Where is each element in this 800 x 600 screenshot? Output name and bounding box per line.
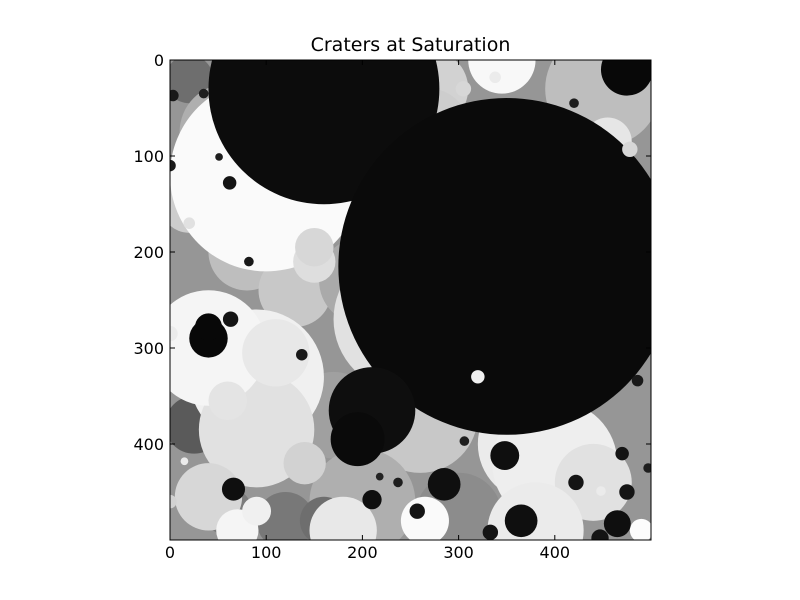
crater-25 (242, 319, 310, 387)
y-tick-label: 300 (133, 339, 164, 358)
crater-42 (629, 518, 651, 540)
crater-61 (482, 524, 499, 540)
crater-59 (615, 446, 629, 461)
x-tick-label: 300 (443, 543, 474, 562)
x-tick-label: 200 (347, 543, 378, 562)
crater-73 (459, 436, 470, 446)
crater-62 (591, 529, 609, 540)
crater-13 (256, 491, 315, 540)
crater-51 (504, 504, 538, 538)
crater-82 (170, 494, 177, 509)
crater-53 (490, 441, 520, 470)
crater-84 (180, 457, 189, 466)
crater-47 (330, 412, 385, 467)
y-tick-label: 0 (154, 51, 164, 70)
crater-65 (296, 348, 308, 361)
crater-72 (569, 98, 579, 109)
crater-83 (622, 141, 638, 157)
crater-85 (596, 486, 606, 496)
crater-76 (643, 463, 651, 473)
crater-52 (427, 467, 461, 501)
crater-26 (208, 381, 247, 421)
crater-74 (393, 477, 403, 488)
x-tick-label: 400 (540, 543, 571, 562)
crater-57 (568, 474, 584, 491)
x-tick-label: 0 (165, 543, 175, 562)
crater-75 (375, 472, 384, 481)
crater-29 (283, 442, 326, 485)
crater-69 (244, 256, 254, 267)
crater-58 (619, 484, 635, 500)
crater-36 (468, 60, 536, 94)
y-axis: 0 100 200 300 400 (133, 51, 651, 454)
y-tick-label: 100 (133, 147, 164, 166)
crater-81 (170, 325, 178, 342)
crater-41 (295, 227, 334, 267)
crater-68 (170, 89, 179, 102)
crater-77 (471, 370, 485, 384)
crater-33 (487, 482, 584, 540)
y-tick-label: 200 (133, 243, 164, 262)
crater-54 (603, 510, 631, 538)
crater-38 (400, 496, 449, 540)
chart-title: Craters at Saturation (310, 34, 511, 56)
crater-layer (170, 60, 651, 540)
crater-66 (631, 374, 644, 387)
crater-78 (489, 71, 501, 84)
crater-71 (198, 88, 209, 99)
x-axis: 0 100 200 300 400 (165, 60, 570, 562)
x-tick-label: 100 (251, 543, 282, 562)
crater-60 (409, 503, 425, 519)
axes-frame (169, 59, 652, 541)
crater-67 (170, 159, 176, 172)
crater-34 (309, 496, 377, 540)
crater-48 (600, 60, 651, 96)
crater-79 (455, 81, 472, 97)
crater-40 (242, 496, 272, 526)
crater-56 (362, 490, 382, 510)
crater-64 (222, 176, 237, 190)
crater-50 (195, 313, 222, 341)
crater-80 (183, 217, 196, 229)
crater-63 (222, 311, 239, 327)
crater-70 (215, 153, 223, 161)
plot-area (170, 60, 651, 540)
crater-45 (338, 98, 651, 435)
crater-55 (221, 477, 246, 501)
y-tick-label: 400 (133, 435, 164, 454)
